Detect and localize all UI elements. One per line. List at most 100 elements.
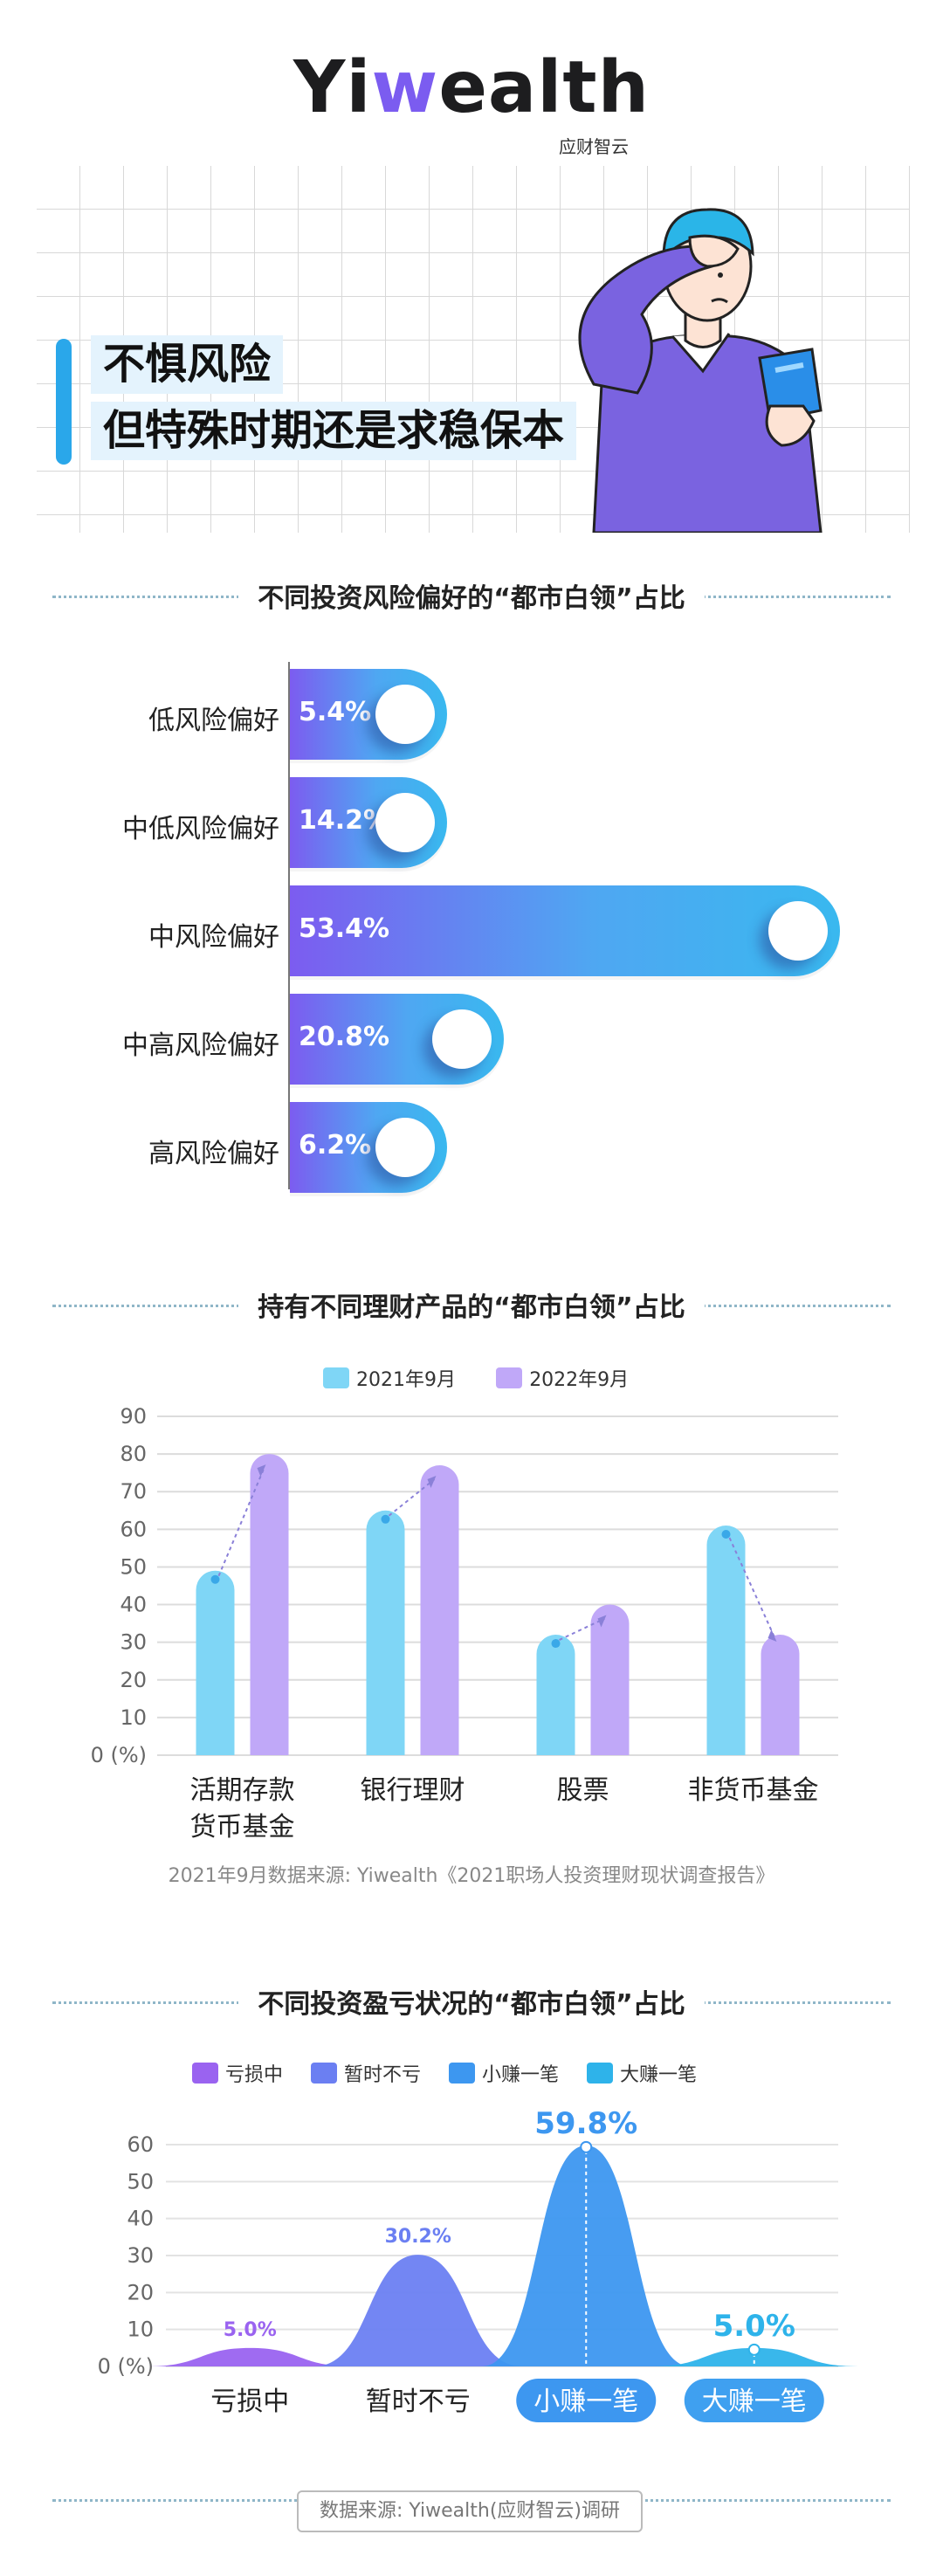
- product-bar: [196, 1570, 235, 1755]
- legend-label-2021: 2021年9月: [356, 1369, 456, 1391]
- risk-category-label: 中低风险偏好: [122, 814, 279, 844]
- legend-label: 小赚一笔: [482, 2064, 560, 2086]
- y-tick-label: 50: [127, 2169, 154, 2194]
- change-arrow-line: [559, 1617, 605, 1641]
- y-tick-label: 50: [120, 1554, 147, 1579]
- peak-value-label: 30.2%: [385, 2226, 451, 2248]
- change-arrow-head: [427, 1476, 437, 1489]
- y-tick-label: 40: [120, 1593, 147, 1617]
- risk-chart-axis: [288, 662, 290, 1189]
- risk-bar-knob: [768, 901, 828, 961]
- legend-label-2022: 2022年9月: [529, 1369, 630, 1391]
- y-tick-label: 10: [120, 1705, 147, 1730]
- x-category-label: 亏损中: [210, 2387, 289, 2417]
- product-bar: [590, 1604, 630, 1755]
- hero-title-line2: 但特殊时期还是求稳保本: [91, 402, 577, 461]
- risk-bar: 5.4%: [290, 669, 447, 760]
- category-pill: [684, 2379, 824, 2422]
- pnl-peak: [313, 2255, 523, 2366]
- product-bar: [761, 1635, 800, 1755]
- change-arrow-line: [388, 1478, 436, 1517]
- risk-bar-knob: [375, 685, 435, 744]
- risk-category-label: 高风险偏好: [148, 1139, 279, 1169]
- change-arrow-line: [728, 1537, 776, 1639]
- section-title: 持有不同理财产品的“都市白领”占比: [238, 1285, 705, 1324]
- x-category-label: 小赚一笔: [533, 2387, 638, 2417]
- x-category-label: 银行理财: [361, 1775, 465, 1806]
- risk-category-label: 中风险偏好: [148, 922, 279, 953]
- hero-accent-bar: [56, 339, 72, 465]
- risk-bar-value: 6.2%: [299, 1130, 372, 1161]
- risk-category-label: 中高风险偏好: [122, 1030, 279, 1061]
- products-legend: 2021年9月 2022年9月: [323, 1364, 629, 1392]
- products-source-note: 2021年9月数据来源: Yiwealth《2021职场人投资理财现状调查报告》: [168, 1865, 775, 1887]
- x-category-label: 活期存款: [190, 1775, 295, 1806]
- x-category-label: 大赚一笔: [702, 2387, 807, 2417]
- logo-subtitle: 应财智云: [559, 136, 629, 157]
- product-bar: [420, 1465, 459, 1755]
- legend-swatch: [192, 2063, 218, 2084]
- legend-swatch-2022: [496, 1367, 523, 1388]
- risk-bar: 14.2%: [290, 777, 447, 868]
- peak-marker: [580, 2140, 593, 2153]
- peak-value-label: 5.0%: [713, 2309, 795, 2344]
- risk-bar: 53.4%: [290, 885, 840, 976]
- peak-value-label: 59.8%: [534, 2106, 637, 2141]
- section-heading-risk: 不同投资风险偏好的“都市白领”占比: [0, 576, 943, 615]
- y-tick-label: 20: [120, 1668, 147, 1692]
- section-title: 不同投资风险偏好的“都市白领”占比: [238, 576, 705, 615]
- y-tick-label: 0 (%): [98, 2354, 154, 2379]
- pnl-chart: 0 (%) 10 20 30 40 50 60 5.0% 亏损中 30.2% 暂时不亏 59.8% 小赚…: [98, 2106, 859, 2422]
- change-arrow-head: [767, 1629, 777, 1643]
- y-tick-label: 30: [120, 1630, 147, 1655]
- x-category-label: 货币基金: [190, 1812, 295, 1842]
- section-heading-products: 持有不同理财产品的“都市白领”占比: [0, 1285, 943, 1324]
- risk-bar-value: 20.8%: [299, 1022, 390, 1052]
- footer-source: 数据来源: Yiwealth(应财智云)调研: [297, 2490, 643, 2532]
- legend-swatch: [311, 2063, 338, 2084]
- peak-value-label: 5.0%: [224, 2319, 277, 2341]
- section-title: 不同投资盈亏状况的“都市白领”占比: [238, 1982, 705, 2021]
- x-category-label: 股票: [557, 1775, 609, 1806]
- section-heading-pnl: 不同投资盈亏状况的“都市白领”占比: [0, 1982, 943, 2021]
- y-tick-label: 30: [127, 2243, 154, 2268]
- risk-bar-knob: [432, 1009, 492, 1069]
- risk-bar: 20.8%: [290, 994, 505, 1085]
- risk-bar-value: 53.4%: [299, 913, 390, 944]
- y-tick-label: 0 (%): [91, 1743, 147, 1767]
- logo-text-post: ealth: [438, 46, 650, 129]
- category-pill: [516, 2379, 657, 2422]
- y-tick-label: 70: [120, 1479, 147, 1504]
- risk-bar: 6.2%: [290, 1102, 447, 1193]
- logo: Yiwealth 应财智云: [0, 52, 943, 158]
- bar-top-dot: [551, 1639, 561, 1649]
- y-tick-label: 90: [120, 1404, 147, 1429]
- legend-label: 暂时不亏: [344, 2064, 422, 2086]
- risk-bar-knob: [375, 1118, 435, 1177]
- x-category-label: 非货币基金: [688, 1775, 819, 1806]
- legend-swatch: [587, 2063, 614, 2084]
- pnl-peak: [650, 2347, 859, 2366]
- y-tick-label: 60: [120, 1517, 147, 1541]
- product-bar: [366, 1510, 405, 1755]
- risk-category-label: 低风险偏好: [148, 706, 279, 736]
- peak-marker: [747, 2343, 761, 2356]
- logo-text-w: w: [371, 46, 439, 129]
- x-category-label: 暂时不亏: [366, 2387, 471, 2417]
- legend-label: 大赚一笔: [620, 2064, 698, 2086]
- y-tick-label: 20: [127, 2280, 154, 2304]
- legend-swatch-2021: [323, 1367, 349, 1388]
- pnl-legend: 亏损中 暂时不亏 小赚一笔 大赚一笔: [192, 2059, 725, 2087]
- y-tick-label: 60: [127, 2132, 154, 2157]
- pnl-peak: [145, 2347, 354, 2366]
- product-bar: [250, 1454, 289, 1755]
- risk-bar-value: 14.2%: [299, 805, 390, 836]
- bar-top-dot: [721, 1530, 731, 1539]
- product-bar: [536, 1635, 575, 1755]
- legend-label: 亏损中: [225, 2064, 284, 2086]
- risk-bar-knob: [375, 793, 435, 852]
- change-arrow-line: [217, 1467, 265, 1577]
- legend-swatch: [449, 2063, 476, 2084]
- change-arrow-head: [597, 1615, 607, 1628]
